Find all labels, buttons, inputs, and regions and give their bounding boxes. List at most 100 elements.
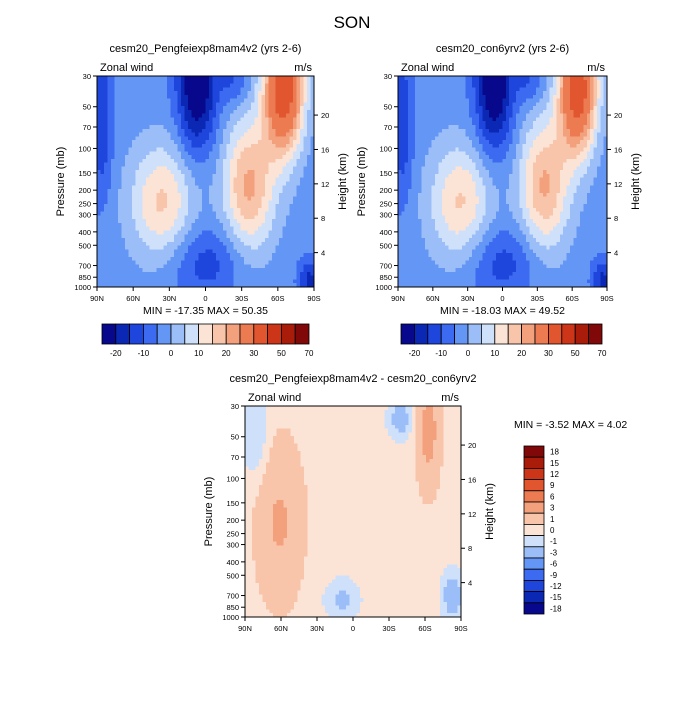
contour-cell	[150, 148, 154, 152]
contour-cell	[195, 264, 199, 268]
contour-cell	[290, 159, 294, 163]
contour-cell	[202, 189, 206, 193]
contour-cell	[304, 87, 308, 91]
contour-cell	[276, 276, 280, 280]
contour-cell	[304, 76, 308, 80]
contour-cell	[174, 129, 178, 133]
contour-cell	[160, 215, 164, 219]
contour-cell	[293, 170, 297, 174]
contour-cell	[122, 246, 126, 250]
contour-cell	[202, 272, 206, 276]
contour-cell	[449, 80, 453, 84]
contour-cell	[255, 117, 259, 121]
contour-cell	[143, 253, 147, 257]
contour-cell	[272, 261, 276, 265]
contour-cell	[139, 163, 143, 167]
contour-cell	[237, 148, 241, 152]
contour-cell	[143, 76, 147, 80]
contour-cell	[111, 117, 115, 121]
contour-cell	[171, 215, 175, 219]
contour-cell	[125, 193, 129, 197]
contour-cell	[251, 268, 255, 272]
contour-cell	[272, 80, 276, 84]
contour-cell	[265, 253, 269, 257]
contour-cell	[178, 140, 182, 144]
contour-cell	[304, 261, 308, 265]
contour-cell	[248, 76, 252, 80]
contour-cell	[258, 133, 262, 137]
contour-cell	[195, 185, 199, 189]
contour-cell	[104, 178, 108, 182]
contour-cell	[136, 215, 140, 219]
contour-cell	[202, 159, 206, 163]
contour-cell	[199, 129, 203, 133]
contour-cell	[167, 125, 171, 129]
contour-cell	[108, 193, 112, 197]
contour-cell	[101, 219, 105, 223]
contour-cell	[153, 159, 157, 163]
contour-cell	[167, 246, 171, 250]
contour-cell	[195, 99, 199, 103]
contour-cell	[136, 106, 140, 110]
contour-cell	[209, 212, 213, 216]
contour-cell	[181, 223, 185, 227]
contour-cell	[283, 204, 287, 208]
contour-cell	[216, 264, 220, 268]
contour-cell	[153, 121, 157, 125]
contour-cell	[136, 197, 140, 201]
contour-cell	[244, 144, 248, 148]
contour-cell	[269, 114, 273, 118]
colorbar-label: 10	[194, 349, 203, 358]
contour-cell	[122, 204, 126, 208]
contour-cell	[216, 230, 220, 234]
contour-cell	[192, 178, 196, 182]
contour-cell	[297, 212, 301, 216]
contour-cell	[195, 208, 199, 212]
contour-cell	[146, 189, 150, 193]
contour-cell	[195, 189, 199, 193]
contour-cell	[587, 80, 591, 84]
contour-cell	[227, 91, 231, 95]
contour-cell	[255, 174, 259, 178]
contour-cell	[199, 208, 203, 212]
contour-cell	[230, 133, 234, 137]
contour-cell	[115, 125, 119, 129]
contour-cell	[279, 257, 283, 261]
contour-cell	[237, 189, 241, 193]
contour-cell	[171, 80, 175, 84]
contour-cell	[216, 174, 220, 178]
contour-cell	[276, 249, 280, 253]
contour-cell	[265, 246, 269, 250]
contour-cell	[255, 102, 259, 106]
contour-cell	[248, 87, 252, 91]
contour-cell	[111, 84, 115, 88]
contour-cell	[227, 80, 231, 84]
contour-cell	[174, 110, 178, 114]
contour-cell	[241, 80, 245, 84]
contour-cell	[290, 106, 294, 110]
contour-cell	[251, 174, 255, 178]
contour-cell	[248, 166, 252, 170]
contour-cell	[192, 185, 196, 189]
contour-cell	[449, 106, 453, 110]
contour-cell	[265, 159, 269, 163]
contour-cell	[265, 189, 269, 193]
contour-cell	[244, 125, 248, 129]
contour-cell	[122, 163, 126, 167]
contour-cell	[262, 84, 266, 88]
contour-cell	[171, 99, 175, 103]
contour-cell	[164, 129, 168, 133]
contour-cell	[139, 257, 143, 261]
contour-cell	[150, 230, 154, 234]
contour-cell	[101, 163, 105, 167]
contour-cell	[307, 261, 311, 265]
contour-cell	[108, 182, 112, 186]
contour-cell	[553, 106, 557, 110]
contour-cell	[115, 276, 119, 280]
contour-cell	[181, 114, 185, 118]
contour-cell	[108, 230, 112, 234]
contour-cell	[185, 230, 189, 234]
contour-cell	[449, 110, 453, 114]
contour-cell	[553, 125, 557, 129]
contour-cell	[230, 110, 234, 114]
